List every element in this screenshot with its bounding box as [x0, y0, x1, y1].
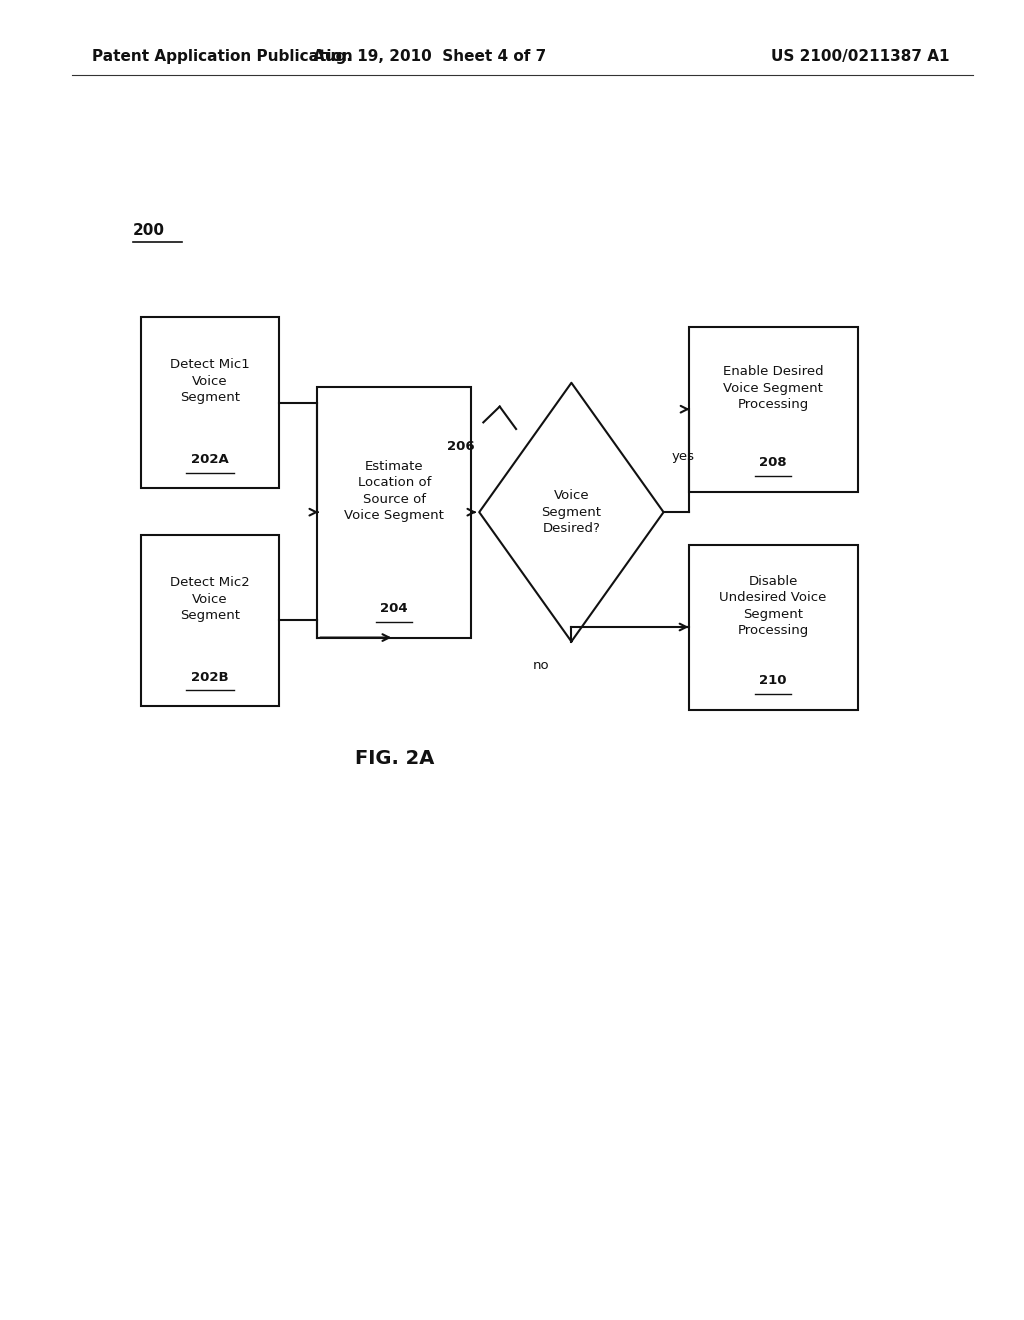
Text: FIG. 2A: FIG. 2A: [354, 750, 434, 768]
Text: 202B: 202B: [191, 671, 228, 684]
Text: Aug. 19, 2010  Sheet 4 of 7: Aug. 19, 2010 Sheet 4 of 7: [313, 49, 547, 65]
FancyBboxPatch shape: [140, 317, 279, 488]
Text: 210: 210: [760, 675, 786, 686]
Polygon shape: [479, 383, 664, 642]
Text: yes: yes: [672, 450, 694, 463]
Text: 208: 208: [760, 457, 786, 469]
Text: US 2100/0211387 A1: US 2100/0211387 A1: [771, 49, 949, 65]
Text: Detect Mic2
Voice
Segment: Detect Mic2 Voice Segment: [170, 577, 250, 622]
Text: Voice
Segment
Desired?: Voice Segment Desired?: [542, 490, 601, 535]
FancyBboxPatch shape: [688, 544, 858, 710]
Text: 200: 200: [133, 223, 165, 238]
Text: Patent Application Publication: Patent Application Publication: [92, 49, 353, 65]
FancyBboxPatch shape: [140, 535, 279, 706]
FancyBboxPatch shape: [317, 387, 471, 638]
Text: Disable
Undesired Voice
Segment
Processing: Disable Undesired Voice Segment Processi…: [720, 574, 826, 638]
Text: Estimate
Location of
Source of
Voice Segment: Estimate Location of Source of Voice Seg…: [344, 459, 444, 523]
Text: 206: 206: [447, 440, 474, 453]
Text: Detect Mic1
Voice
Segment: Detect Mic1 Voice Segment: [170, 359, 250, 404]
FancyBboxPatch shape: [688, 327, 858, 492]
Text: no: no: [532, 659, 549, 672]
Text: Enable Desired
Voice Segment
Processing: Enable Desired Voice Segment Processing: [723, 366, 823, 411]
Text: 202A: 202A: [191, 453, 228, 466]
Text: 204: 204: [381, 602, 408, 615]
